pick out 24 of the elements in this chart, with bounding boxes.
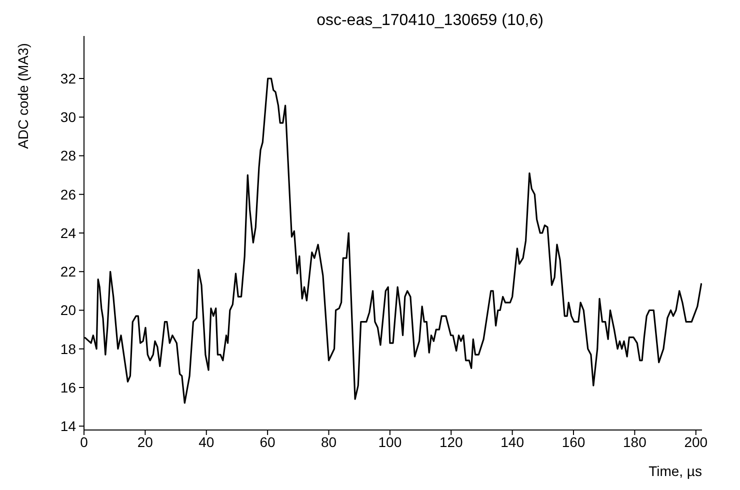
- y-tick-label: 20: [60, 302, 76, 318]
- y-tick-label: 14: [60, 418, 76, 434]
- x-tick-label: 80: [320, 434, 337, 450]
- x-axis-title: Time, µs: [648, 463, 702, 479]
- y-axis-title: ADC code (MA3): [14, 43, 31, 149]
- x-tick-label: 40: [198, 434, 214, 450]
- y-tick-label: 18: [60, 340, 76, 357]
- x-tick-label: 0: [80, 434, 88, 450]
- x-tick-label: 140: [500, 434, 524, 450]
- y-tick-label: 28: [60, 148, 76, 164]
- x-tick-label: 200: [684, 434, 708, 450]
- y-tick-label: 22: [60, 264, 76, 280]
- y-tick-label: 24: [60, 224, 76, 241]
- x-tick-label: 60: [260, 434, 276, 450]
- chart-title: osc-eas_170410_130659 (10,6): [316, 12, 544, 30]
- y-tick-label: 16: [60, 379, 76, 396]
- y-tick-label: 30: [60, 109, 76, 126]
- x-tick-label: 20: [137, 434, 154, 450]
- y-tick-label: 32: [60, 70, 76, 86]
- x-tick-label: 180: [623, 434, 647, 450]
- x-tick-label: 120: [439, 434, 464, 450]
- x-tick-label: 100: [378, 434, 402, 450]
- x-tick-label: 160: [562, 434, 586, 450]
- y-tick-label: 26: [60, 186, 76, 202]
